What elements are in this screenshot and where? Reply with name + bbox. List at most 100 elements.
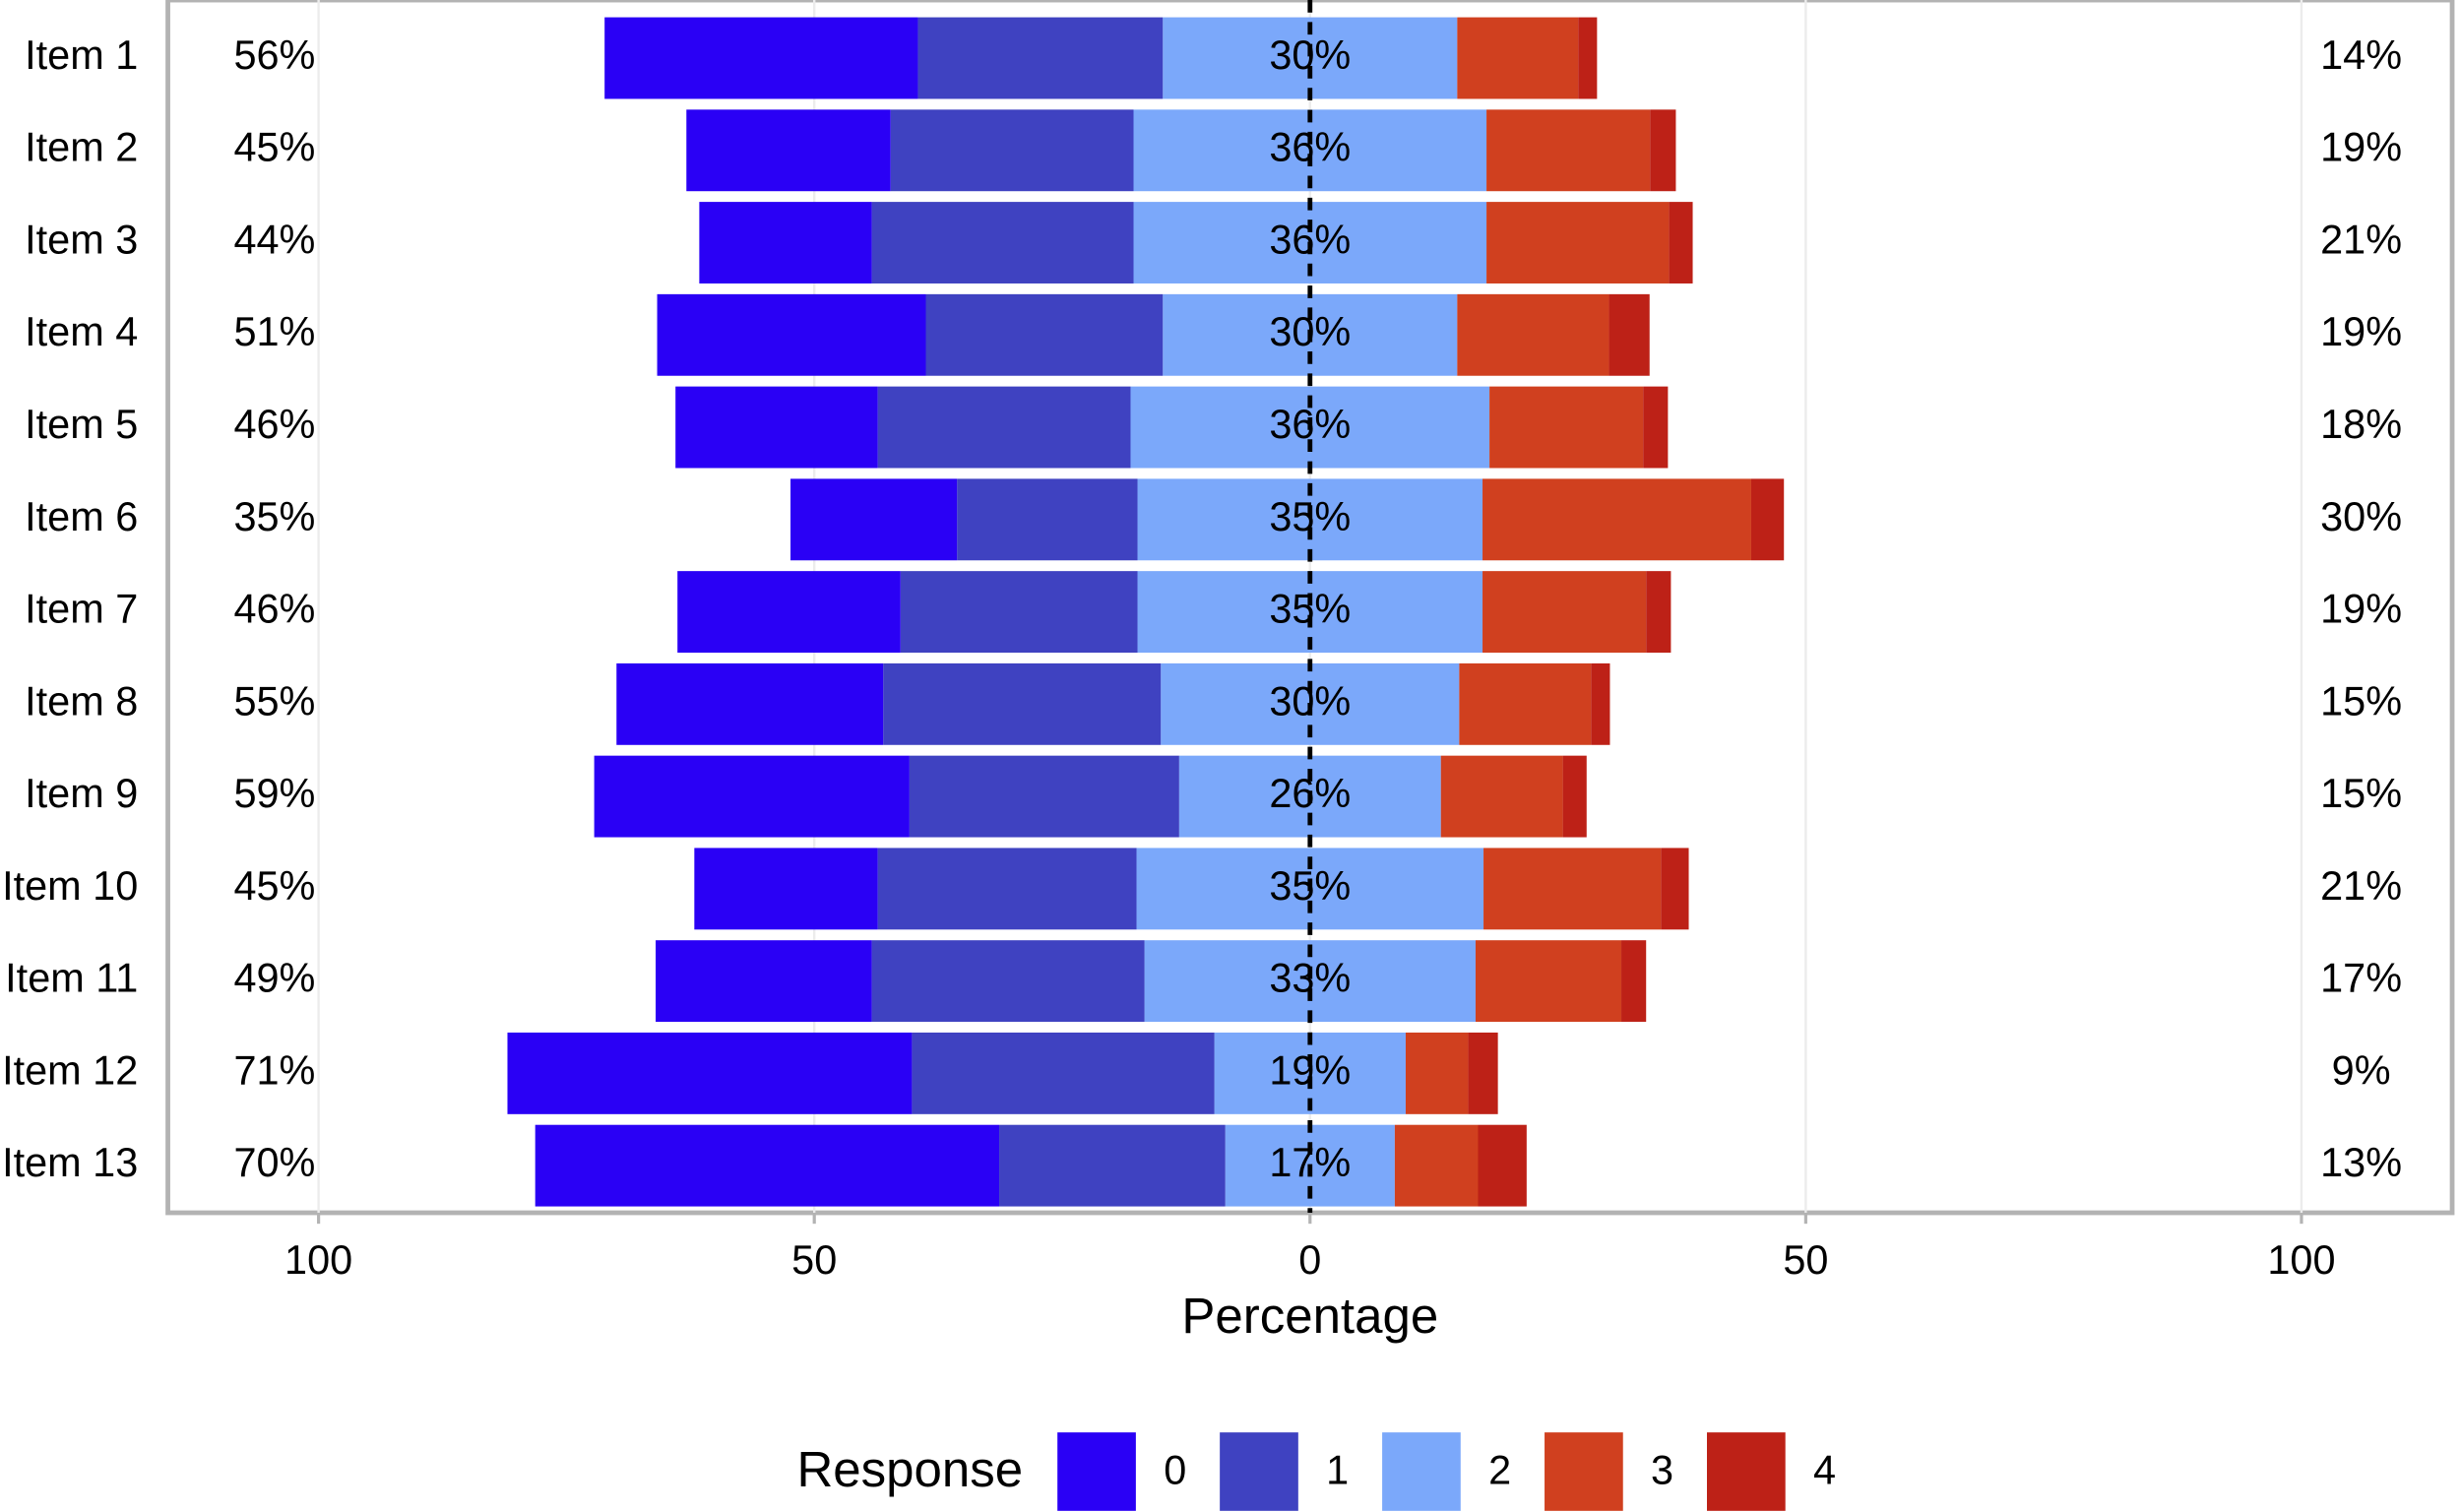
- right-percent-label: 21%: [2320, 216, 2402, 262]
- bar-segment: [1643, 386, 1669, 469]
- value-label: 26%: [1269, 770, 1351, 816]
- left-percent-label: 46%: [233, 586, 315, 632]
- value-label: 35%: [1269, 586, 1351, 632]
- left-percent-label: 71%: [233, 1046, 315, 1093]
- x-axis-title: Percentage: [1181, 1288, 1438, 1344]
- y-tick-label: Item 8: [25, 677, 138, 724]
- value-label: 36%: [1269, 124, 1351, 170]
- y-tick-label: Item 2: [25, 124, 138, 170]
- y-tick-label: Item 1: [25, 32, 138, 78]
- right-percent-label: 13%: [2320, 1139, 2402, 1185]
- left-percent-label: 46%: [233, 401, 315, 447]
- right-percent-label: 19%: [2320, 308, 2402, 354]
- legend-label: 2: [1488, 1447, 1511, 1493]
- legend-swatch: [1707, 1432, 1786, 1511]
- right-percent-label: 15%: [2320, 770, 2402, 816]
- x-tick-label: 50: [1783, 1236, 1828, 1283]
- bar-segment: [1669, 202, 1693, 284]
- bar-segment: [1482, 571, 1647, 654]
- x-tick-label: 50: [791, 1236, 837, 1283]
- y-tick-label: Item 6: [25, 493, 138, 539]
- bar-segment: [925, 293, 1164, 376]
- y-tick-label: Item 3: [25, 216, 138, 262]
- bar-segment: [1608, 293, 1650, 376]
- value-label: 36%: [1269, 401, 1351, 447]
- left-percent-label: 44%: [233, 216, 315, 262]
- bar-segment: [616, 662, 884, 745]
- y-tick-label: Item 12: [2, 1046, 138, 1093]
- bar-segment: [1591, 662, 1610, 745]
- bar-segment: [656, 940, 872, 1023]
- bar-segment: [1478, 1124, 1527, 1207]
- bar-segment: [1486, 109, 1651, 192]
- bar-segment: [999, 1124, 1226, 1207]
- value-label: 36%: [1269, 216, 1351, 262]
- bar-segment: [1621, 940, 1647, 1023]
- bar-segment: [1440, 755, 1563, 838]
- bar-segment: [890, 109, 1134, 192]
- right-percent-label: 9%: [2332, 1046, 2391, 1093]
- bar-segment: [1483, 848, 1662, 930]
- bar-segment: [877, 386, 1131, 469]
- bar-segment: [1578, 17, 1598, 99]
- bar-segment: [535, 1124, 1000, 1207]
- left-percent-label: 59%: [233, 770, 315, 816]
- value-label: 30%: [1269, 32, 1351, 78]
- bar-segment: [1475, 940, 1622, 1023]
- value-label: 33%: [1269, 955, 1351, 1001]
- bar-segment: [1394, 1124, 1479, 1207]
- legend-title: Response: [796, 1441, 1023, 1497]
- left-percent-label: 51%: [233, 308, 315, 354]
- right-percent-label: 17%: [2320, 955, 2402, 1001]
- bar-segment: [1661, 848, 1689, 930]
- y-tick-label: Item 5: [25, 401, 138, 447]
- legend-label: 4: [1813, 1447, 1836, 1493]
- bar-segment: [604, 17, 918, 99]
- bar-segment: [1405, 1032, 1469, 1114]
- y-tick-label: Item 10: [2, 862, 138, 909]
- bar-segment: [677, 571, 901, 654]
- bar-segment: [699, 202, 872, 284]
- value-label: 35%: [1269, 862, 1351, 909]
- bar-segment: [912, 1032, 1215, 1114]
- bar-segment: [1468, 1032, 1498, 1114]
- legend-swatch: [1220, 1432, 1298, 1511]
- bar-segment: [917, 17, 1164, 99]
- bar-segment: [1562, 755, 1587, 838]
- bar-segment: [1459, 662, 1592, 745]
- bar-segment: [657, 293, 926, 376]
- bar-segment: [909, 755, 1179, 838]
- left-percent-label: 45%: [233, 862, 315, 909]
- bar-segment: [900, 571, 1138, 654]
- right-percent-label: 19%: [2320, 586, 2402, 632]
- bar-segment: [507, 1032, 913, 1114]
- left-percent-label: 70%: [233, 1139, 315, 1185]
- legend-label: 1: [1326, 1447, 1349, 1493]
- bar-segment: [790, 478, 958, 561]
- right-percent-label: 18%: [2320, 401, 2402, 447]
- bar-segment: [1646, 571, 1672, 654]
- y-tick-label: Item 13: [2, 1139, 138, 1185]
- left-percent-label: 49%: [233, 955, 315, 1001]
- bar-segment: [883, 662, 1162, 745]
- right-percent-label: 19%: [2320, 124, 2402, 170]
- x-tick-label: 100: [2267, 1236, 2335, 1283]
- bar-segment: [1486, 202, 1670, 284]
- legend-swatch: [1382, 1432, 1461, 1511]
- bar-segment: [686, 109, 891, 192]
- y-tick-label: Item 4: [25, 308, 138, 354]
- legend-swatch: [1057, 1432, 1136, 1511]
- bar-segment: [871, 202, 1134, 284]
- value-label: 19%: [1269, 1046, 1351, 1093]
- bar-segment: [1457, 293, 1609, 376]
- right-percent-label: 30%: [2320, 493, 2402, 539]
- right-percent-label: 14%: [2320, 32, 2402, 78]
- legend-swatch: [1545, 1432, 1623, 1511]
- bar-segment: [694, 848, 878, 930]
- x-tick-label: 100: [284, 1236, 352, 1283]
- value-label: 35%: [1269, 493, 1351, 539]
- x-tick-label: 0: [1298, 1236, 1321, 1283]
- left-percent-label: 55%: [233, 677, 315, 724]
- value-label: 30%: [1269, 677, 1351, 724]
